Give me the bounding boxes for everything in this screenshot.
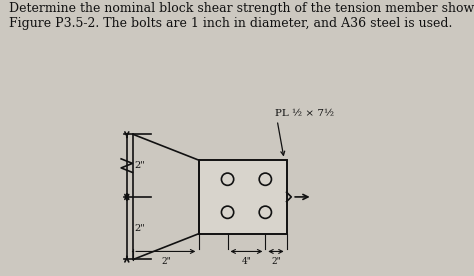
Text: 2": 2" xyxy=(271,257,281,266)
Text: PL ½ × 7½: PL ½ × 7½ xyxy=(275,109,334,118)
Text: 2": 2" xyxy=(161,257,171,266)
Text: 2": 2" xyxy=(134,224,145,233)
Text: 2": 2" xyxy=(134,161,145,170)
Text: 4": 4" xyxy=(242,257,251,266)
Bar xyxy=(199,160,287,233)
Text: Determine the nominal block shear strength of the tension member shown in
Figure: Determine the nominal block shear streng… xyxy=(9,2,474,30)
